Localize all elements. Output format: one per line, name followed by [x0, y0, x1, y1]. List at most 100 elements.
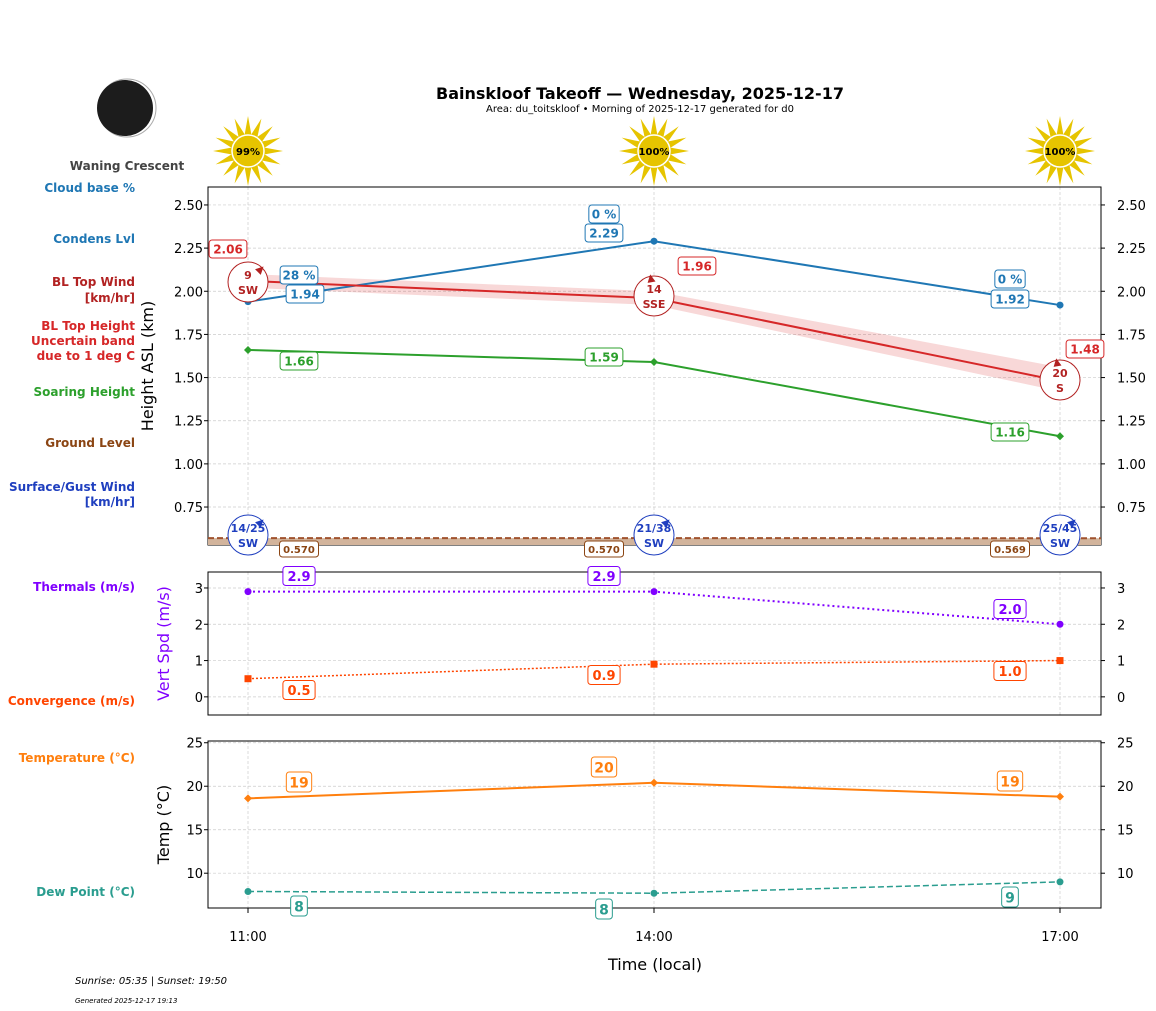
wind-circle	[1039, 359, 1081, 401]
sun-percent: 100%	[1045, 147, 1076, 158]
y-tick-label: 0.75	[1117, 501, 1146, 516]
condens-label-box	[584, 223, 624, 243]
wind-direction: S	[1056, 382, 1064, 395]
sun-disc	[637, 134, 671, 168]
y-tick-label: 2.50	[1117, 199, 1146, 214]
convergence-label-box	[282, 680, 316, 700]
wind-direction: SW	[1050, 537, 1070, 550]
bl-top-label-box	[677, 256, 717, 276]
temperature-point	[650, 778, 658, 787]
y-tick-label: 1	[1117, 655, 1125, 670]
soaring-label-box	[990, 422, 1030, 442]
temperature-label: 19	[289, 775, 308, 791]
y-tick-label: 1.75	[174, 328, 203, 343]
wind-circle	[633, 275, 675, 317]
wind-speed: 20	[1052, 367, 1068, 380]
chart-subtitle: Area: du_toitskloof • Morning of 2025-12…	[486, 104, 794, 115]
y-tick-label: 15	[186, 824, 203, 839]
convergence-point	[1056, 657, 1064, 665]
y-tick-label: 0	[195, 691, 203, 706]
ground-label: 0.569	[994, 545, 1026, 556]
soaring-label: 1.16	[995, 426, 1025, 440]
y-tick-label: 1.75	[1117, 328, 1146, 343]
wind-arrow-icon	[255, 266, 264, 275]
y-tick-label: 10	[1117, 867, 1134, 882]
dewpoint-label-box	[1001, 886, 1019, 908]
x-axis-label: Time (local)	[607, 955, 702, 974]
bl-top-label-box	[1065, 339, 1105, 359]
condens-label: 2.29	[589, 227, 619, 241]
plot-frame	[207, 740, 1102, 909]
legend-label: Surface/Gust Wind	[9, 480, 135, 494]
ground-label-box	[584, 540, 624, 558]
legend-label: Cloud base %	[44, 181, 135, 195]
legend-label: [km/hr]	[85, 291, 135, 305]
legend-label: Soaring Height	[34, 385, 136, 399]
sun-percent: 99%	[236, 147, 260, 158]
wind-direction: SW	[238, 284, 258, 297]
condens-point	[650, 237, 658, 245]
dewpoint-point	[650, 889, 658, 897]
convergence-point	[244, 675, 252, 683]
convergence-label-box	[993, 661, 1027, 681]
wind-arrow-icon	[1053, 358, 1062, 367]
cloud-pct-label-box	[279, 265, 319, 285]
y-tick-label: 2.25	[1117, 242, 1146, 257]
thermals-point	[1056, 620, 1064, 628]
plot-frame	[207, 571, 1102, 716]
y-tick-label: 1.00	[1117, 458, 1146, 473]
sun-disc	[1043, 134, 1077, 168]
dewpoint-label: 8	[599, 902, 609, 918]
convergence-label: 1.0	[998, 665, 1021, 680]
sun-icon: 100%	[1025, 116, 1095, 186]
x-tick-label: 14:00	[635, 930, 672, 945]
y-tick-label: 2.50	[174, 199, 203, 214]
legend-label: Uncertain band	[31, 334, 135, 348]
soaring-label-box	[279, 351, 319, 371]
dewpoint-label-box	[595, 898, 613, 920]
y-axis-label: Temp (°C)	[154, 785, 173, 865]
sun-icon: 100%	[619, 116, 689, 186]
wind-speed: 25/45	[1043, 522, 1078, 535]
y-axis-label: Height ASL (km)	[138, 301, 157, 431]
wind-speed: 14/25	[231, 522, 266, 535]
cloud-pct-label: 28 %	[283, 269, 316, 283]
wind-direction: SSE	[643, 298, 666, 311]
temperature-label: 19	[1000, 774, 1019, 790]
temperature-point	[1056, 792, 1064, 801]
legend-label: Thermals (m/s)	[33, 580, 135, 594]
dewpoint-label: 9	[1005, 890, 1015, 906]
dewpoint-point	[244, 887, 252, 895]
convergence-point	[650, 660, 658, 668]
convergence-line	[247, 659, 1061, 680]
thermals-label-box	[993, 599, 1027, 619]
condens-label: 1.92	[995, 293, 1025, 307]
soaring-label: 1.66	[284, 355, 314, 369]
thermals-label-box	[282, 566, 316, 586]
legend-label: Dew Point (°C)	[36, 885, 135, 899]
sun-disc	[231, 134, 265, 168]
cloud-pct-label-box	[994, 269, 1026, 289]
condens-point	[1056, 301, 1064, 309]
temperature-label-box	[996, 770, 1024, 792]
thermals-label: 2.9	[592, 570, 615, 585]
wind-speed: 9	[244, 269, 252, 282]
y-tick-label: 2.00	[1117, 285, 1146, 300]
dewpoint-label: 8	[294, 899, 304, 915]
wind-speed: 21/38	[637, 522, 672, 535]
legend-label: Condens Lvl	[53, 232, 135, 246]
ground-label: 0.570	[283, 545, 315, 556]
x-tick-label: 17:00	[1041, 930, 1078, 945]
legend-label: Temperature (°C)	[19, 751, 135, 765]
wind-speed: 14	[646, 283, 662, 296]
soaring-point	[650, 358, 658, 367]
y-tick-label: 15	[1117, 824, 1134, 839]
y-tick-label: 1.50	[174, 372, 203, 387]
convergence-label: 0.9	[592, 669, 615, 684]
soaring-point	[244, 345, 252, 354]
bl-top-label: 1.48	[1070, 343, 1100, 357]
convergence-label: 0.5	[287, 684, 310, 699]
y-tick-label: 0	[1117, 691, 1125, 706]
moon-icon	[97, 78, 157, 138]
